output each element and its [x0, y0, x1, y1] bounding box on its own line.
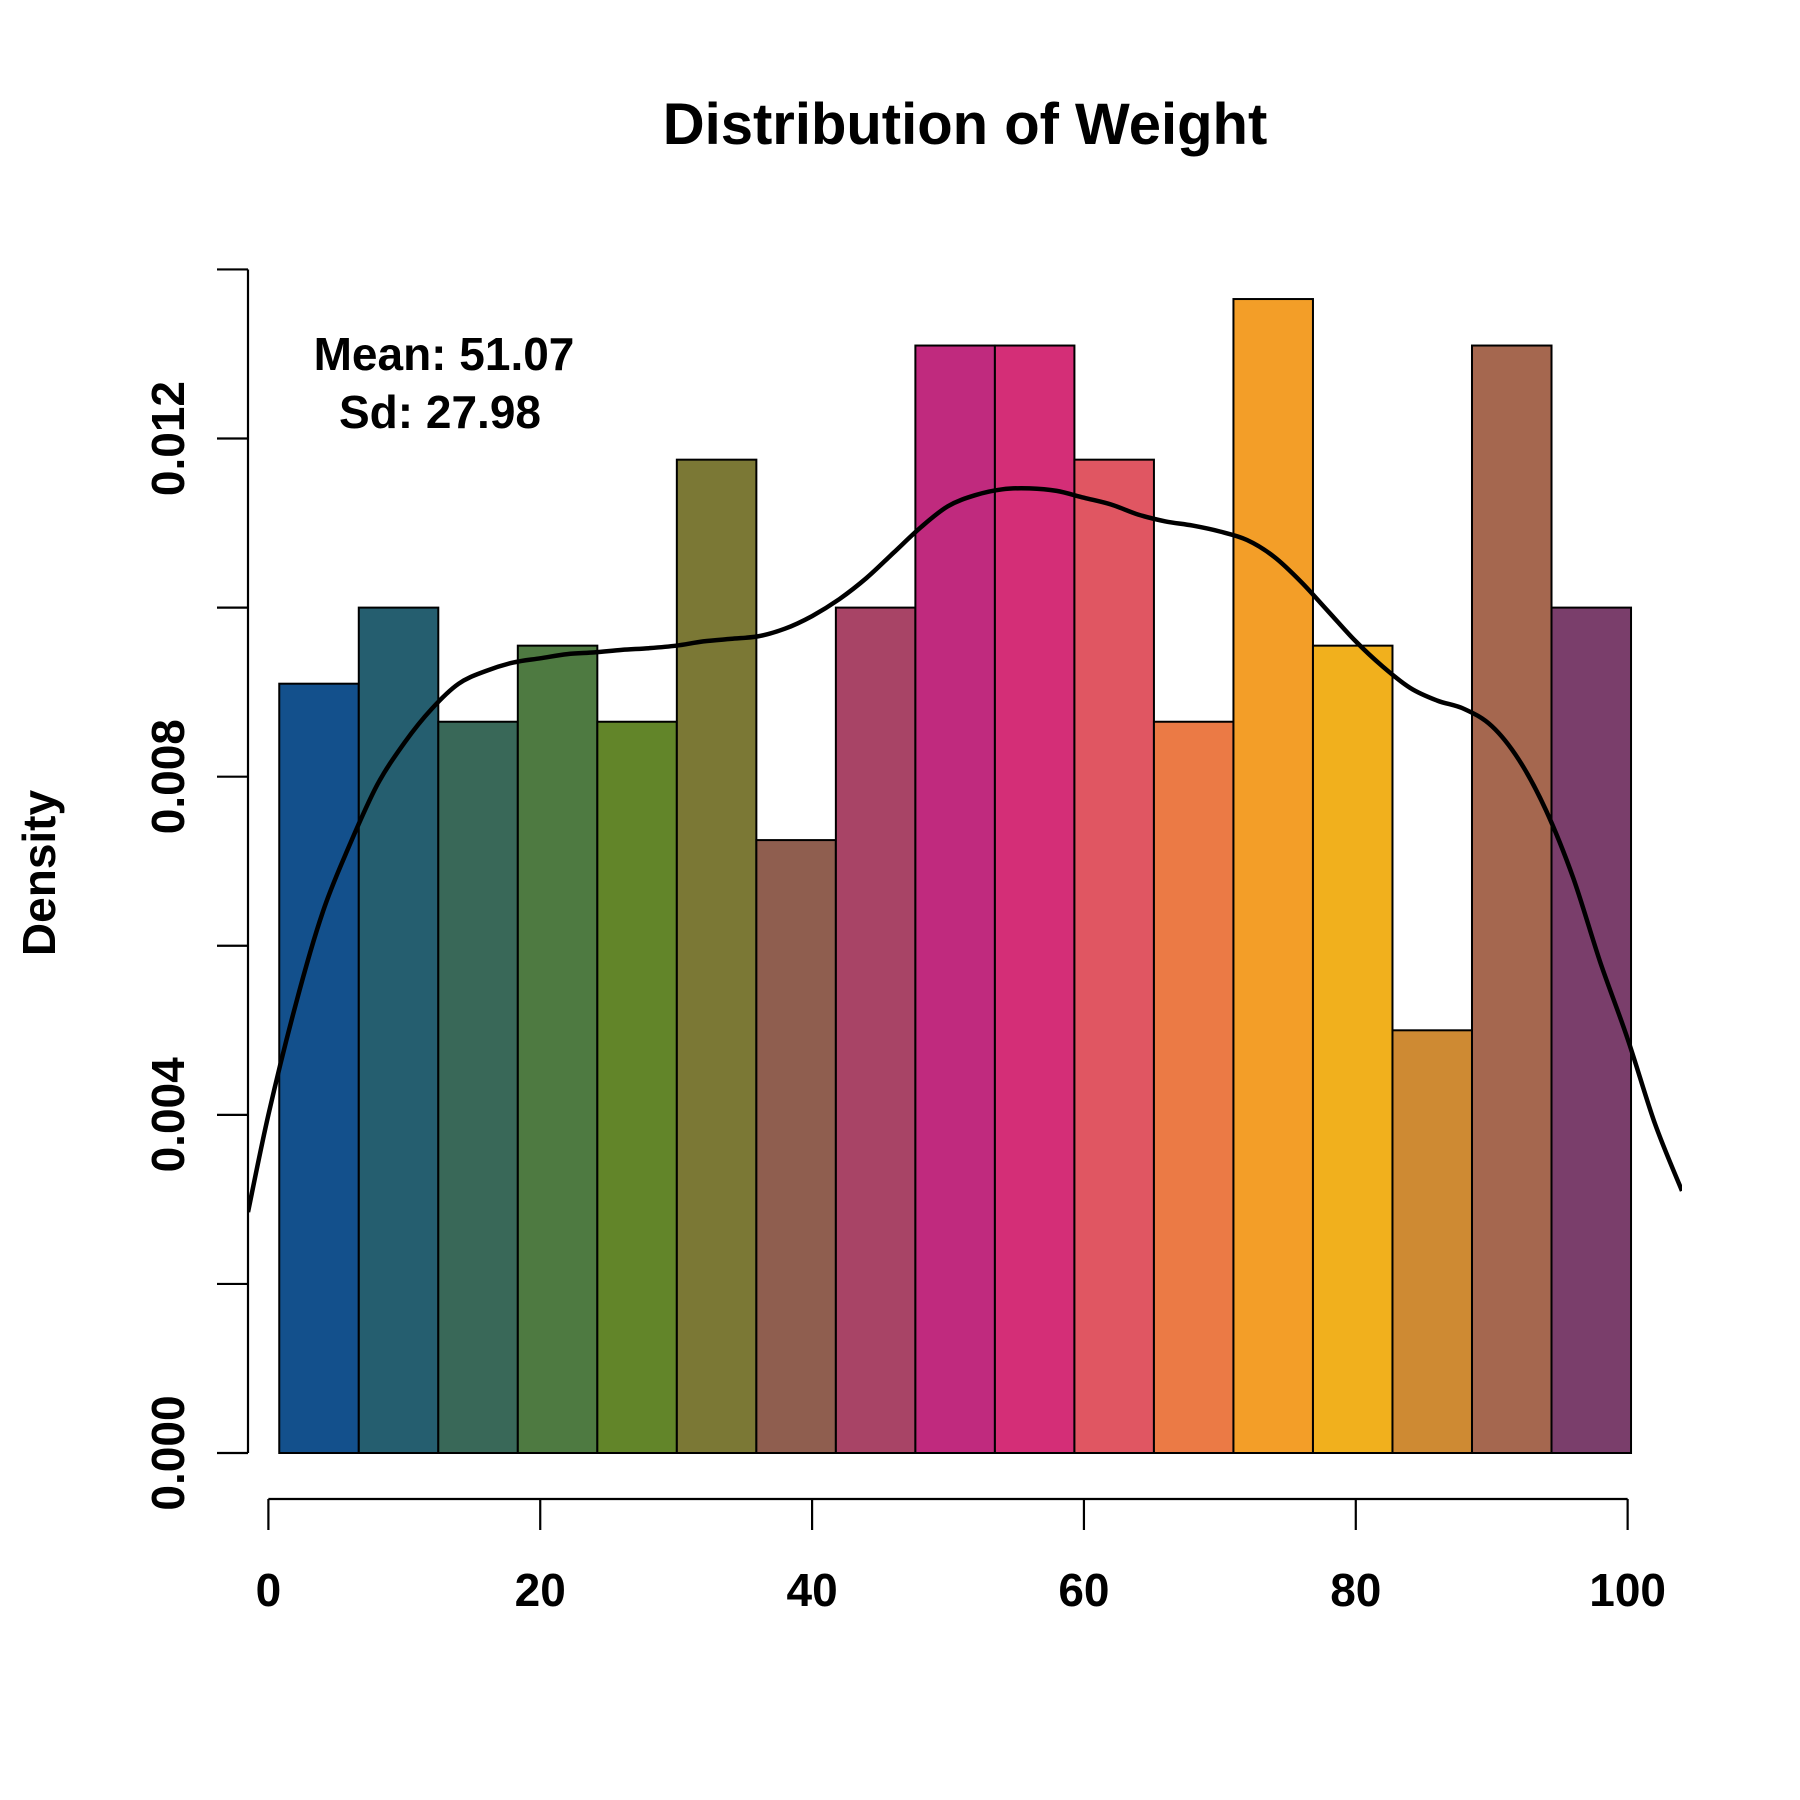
density-layer	[248, 485, 1682, 1213]
histogram-bar	[1470, 344, 1553, 1454]
y-axis: 0.000 0.004 0.008 0.012	[142, 268, 250, 1511]
y-tick-label: 0.012	[142, 381, 194, 496]
x-tick-label: 80	[1330, 1564, 1381, 1616]
histogram-bar	[914, 344, 996, 1454]
histogram-bar	[993, 344, 1076, 1454]
x-axis: 0 20 40 60 80 100	[256, 1497, 1666, 1616]
histogram-bar	[834, 606, 917, 1454]
x-tick-label: 60	[1058, 1564, 1109, 1616]
histogram-bar	[1073, 458, 1155, 1454]
histogram-bar	[1391, 1029, 1473, 1454]
histogram-bar	[755, 839, 837, 1454]
x-tick-label: 20	[515, 1564, 566, 1616]
histogram-bar	[596, 720, 678, 1454]
x-tick-label: 40	[786, 1564, 837, 1616]
chart-title: Distribution of Weight	[663, 92, 1268, 157]
y-axis-label: Density	[13, 790, 65, 957]
bars-layer	[278, 298, 1633, 1454]
histogram-bar	[1311, 644, 1394, 1454]
histogram-bar	[278, 682, 360, 1454]
y-tick-label: 0.004	[142, 1057, 194, 1173]
histogram-bar	[437, 720, 519, 1454]
histogram-bar	[357, 606, 440, 1454]
density-curve	[248, 485, 1682, 1213]
y-tick-label: 0.000	[142, 1395, 194, 1510]
sd-annotation: Sd: 27.98	[339, 386, 541, 438]
histogram-bar	[1232, 298, 1314, 1454]
y-tick-label: 0.008	[142, 719, 194, 834]
mean-annotation: Mean: 51.07	[314, 328, 575, 380]
histogram-bar	[675, 458, 758, 1454]
x-tick-label: 0	[256, 1564, 282, 1616]
histogram-bar	[1152, 720, 1235, 1454]
histogram-bar	[1550, 606, 1633, 1454]
x-tick-label: 100	[1589, 1564, 1666, 1616]
histogram-bar	[516, 644, 599, 1454]
